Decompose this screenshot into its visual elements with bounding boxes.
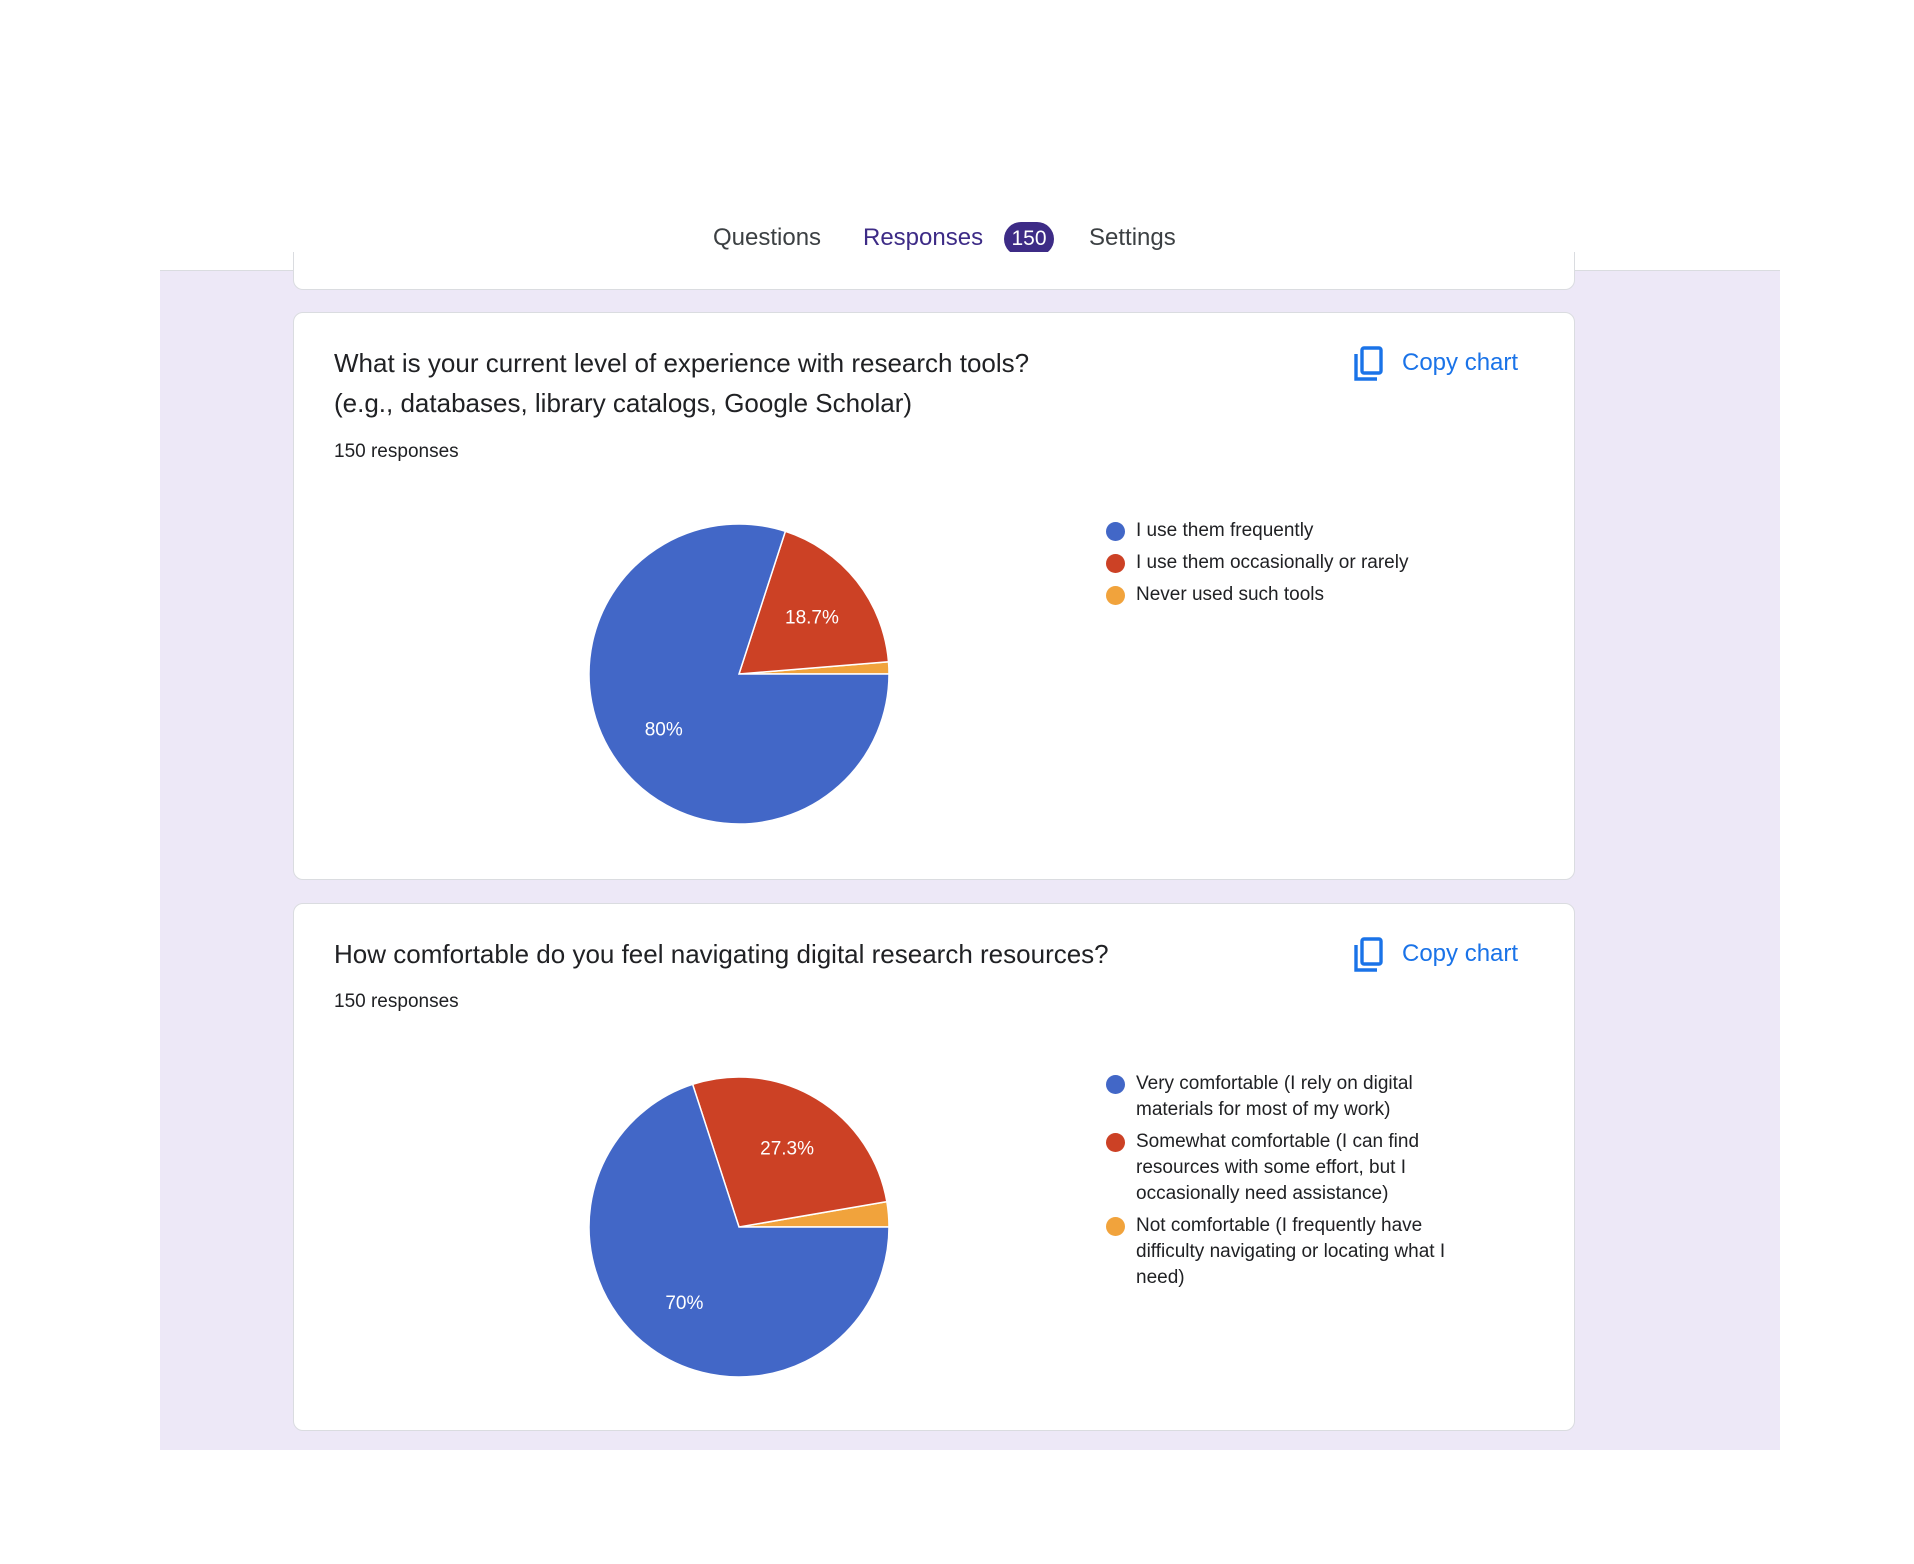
legend-item: Not comfortable (I frequently have diffi… [1106, 1213, 1466, 1291]
legend-swatch [1106, 1133, 1125, 1152]
chart-legend-2: Very comfortable (I rely on digital mate… [1106, 1071, 1466, 1297]
question-title: How comfortable do you feel navigating d… [334, 939, 1109, 969]
pie-chart-1: 18.7% 80% [588, 523, 890, 825]
question-subtitle: (e.g., databases, library catalogs, Goog… [334, 388, 913, 418]
legend-item: Very comfortable (I rely on digital mate… [1106, 1071, 1466, 1123]
copy-chart-label: Copy chart [1402, 349, 1519, 376]
previous-question-card [293, 252, 1575, 290]
chart-legend-1: I use them frequently I use them occasio… [1106, 518, 1466, 614]
pie-slice [691, 1076, 888, 1228]
pie-slice [588, 1083, 890, 1378]
pie-slice [737, 530, 890, 675]
legend-item: Somewhat comfortable (I can find resourc… [1106, 1129, 1466, 1207]
legend-swatch [1106, 554, 1125, 573]
pie-slice [588, 523, 890, 825]
legend-item: I use them occasionally or rarely [1106, 550, 1466, 576]
pie-slice-label: 18.7% [785, 607, 839, 628]
question-title: What is your current level of experience… [334, 348, 1030, 378]
copy-chart-label: Copy chart [1402, 940, 1519, 967]
response-count: 150 responses [334, 991, 459, 1012]
legend-label: Very comfortable (I rely on digital mate… [1136, 1073, 1413, 1120]
legend-label: I use them frequently [1136, 520, 1314, 541]
legend-swatch [1106, 1217, 1125, 1236]
legend-swatch [1106, 522, 1125, 541]
legend-label: I use them occasionally or rarely [1136, 552, 1409, 573]
legend-swatch [1106, 586, 1125, 605]
legend-swatch [1106, 1075, 1125, 1094]
tab-questions[interactable]: Questions [713, 224, 822, 251]
pie-slice-label: 70% [665, 1293, 703, 1314]
response-count: 150 responses [334, 441, 459, 462]
legend-label: Not comfortable (I frequently have diffi… [1136, 1215, 1446, 1288]
pie-slice-label: 27.3% [760, 1138, 814, 1159]
copy-icon [1354, 346, 1383, 381]
responses-count-badge: 150 [1004, 222, 1054, 256]
tab-settings[interactable]: Settings [1089, 224, 1176, 251]
question-card-2: How comfortable do you feel navigating d… [293, 903, 1575, 1431]
pie-slice-label: 80% [645, 720, 683, 741]
copy-icon [1354, 937, 1383, 972]
legend-item: I use them frequently [1106, 518, 1466, 544]
question-card-1: What is your current level of experience… [293, 312, 1575, 880]
pie-chart-2: 27.3% 70% [588, 1076, 890, 1378]
legend-label: Never used such tools [1136, 584, 1324, 605]
legend-item: Never used such tools [1106, 582, 1466, 608]
legend-label: Somewhat comfortable (I can find resourc… [1136, 1131, 1420, 1204]
tab-responses[interactable]: Responses [863, 224, 984, 251]
